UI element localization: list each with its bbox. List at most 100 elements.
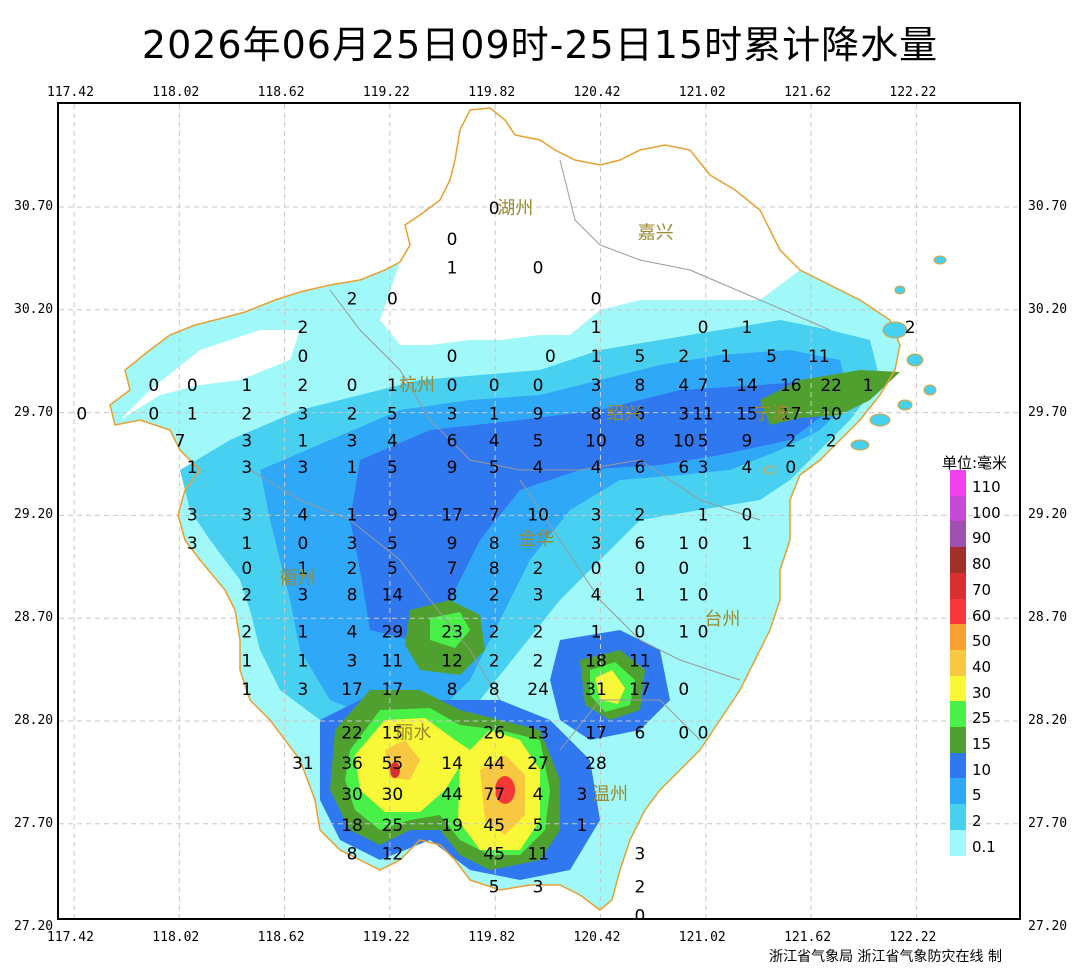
station-value: 3 <box>347 534 358 554</box>
station-value: 1 <box>347 458 358 478</box>
station-value: 4 <box>347 623 358 643</box>
lat-tick-left: 30.20 <box>14 301 54 317</box>
station-value: 23 <box>441 623 463 643</box>
station-value: 4 <box>591 458 602 478</box>
station-value: 8 <box>347 586 358 606</box>
precipitation-fields <box>110 108 900 910</box>
station-value: 1 <box>591 623 602 643</box>
station-value: 2 <box>489 623 500 643</box>
station-value: 5 <box>387 405 398 425</box>
station-value: 0 <box>742 505 753 525</box>
station-value: 4 <box>489 431 500 451</box>
station-value: 0 <box>148 405 159 425</box>
station-value: 4 <box>742 458 753 478</box>
legend-label: 60 <box>972 606 992 625</box>
legend-label: 2 <box>972 812 982 831</box>
station-value: 28 <box>585 754 607 774</box>
city-label: 金华 <box>518 529 554 550</box>
station-value: 2 <box>489 651 500 671</box>
legend-label: 110 <box>972 478 1001 496</box>
station-value: 1 <box>742 534 753 554</box>
station-value: 1 <box>720 347 731 367</box>
station-value: 17 <box>341 680 363 700</box>
station-value: 0 <box>533 376 544 396</box>
station-value: 77 <box>483 785 505 805</box>
station-value: 7 <box>489 505 500 525</box>
station-value: 0 <box>634 906 645 926</box>
lat-tick-left: 28.20 <box>14 713 54 728</box>
station-value: 8 <box>347 845 358 865</box>
lon-tick-top: 120.42 <box>573 85 621 100</box>
legend-swatch <box>950 675 966 702</box>
station-value: 26 <box>483 723 505 743</box>
station-value: 11 <box>692 405 714 425</box>
lat-tick-right: 30.70 <box>1028 199 1068 214</box>
legend-label: 90 <box>972 529 992 548</box>
lon-tick-bottom: 121.02 <box>678 930 726 945</box>
lon-tick-bottom: 119.22 <box>362 930 410 945</box>
station-value: 4 <box>297 505 308 525</box>
station-value: 5 <box>387 559 398 579</box>
station-value: 6 <box>634 458 645 478</box>
station-value: 2 <box>634 505 645 525</box>
station-value: 0 <box>634 559 645 579</box>
field-25mm-jinhua <box>430 612 470 648</box>
station-value: 22 <box>341 723 363 743</box>
city-border <box>329 289 761 521</box>
station-value: 1 <box>489 405 500 425</box>
station-value: 5 <box>489 458 500 478</box>
city-label: 台州 <box>704 609 740 630</box>
city-border <box>559 159 831 331</box>
island <box>906 353 924 367</box>
station-value: 16 <box>780 376 802 396</box>
station-value: 14 <box>736 376 758 396</box>
station-value: 0 <box>489 199 500 219</box>
station-value: 0 <box>533 259 544 279</box>
station-value: 30 <box>341 785 363 805</box>
station-value: 1 <box>447 259 458 279</box>
lon-tick-bottom: 122.22 <box>889 930 937 945</box>
city-border <box>519 479 741 681</box>
station-value: 8 <box>447 586 458 606</box>
lat-tick-left: 29.70 <box>14 404 54 420</box>
station-value: 6 <box>678 458 689 478</box>
station-value: 10 <box>585 431 607 451</box>
station-value: 0 <box>297 347 308 367</box>
station-value: 30 <box>382 785 404 805</box>
legend-swatch <box>950 727 966 753</box>
lat-tick-left: 27.20 <box>14 918 54 934</box>
station-value: 44 <box>483 754 505 774</box>
station-value: 2 <box>347 405 358 425</box>
station-value: 0 <box>76 405 87 425</box>
station-value: 1 <box>577 816 588 836</box>
station-value: 3 <box>533 586 544 606</box>
station-value: 9 <box>533 405 544 425</box>
lat-tick-left: 29.20 <box>14 507 54 523</box>
station-value: 3 <box>241 505 252 525</box>
station-value: 1 <box>187 405 198 425</box>
station-value: 5 <box>489 877 500 897</box>
legend-swatch <box>950 778 966 805</box>
legend-label: 25 <box>972 709 992 728</box>
station-value: 2 <box>347 559 358 579</box>
city-label: 衢州 <box>280 568 316 589</box>
lon-tick-bottom: 119.82 <box>468 930 516 945</box>
station-value: 12 <box>441 651 463 671</box>
station-value: 1 <box>742 318 753 338</box>
station-value: 31 <box>585 680 607 700</box>
lon-tick-top: 117.42 <box>47 85 94 100</box>
station-value: 3 <box>678 405 689 425</box>
station-value: 11 <box>527 845 549 865</box>
lon-tick-top: 122.22 <box>889 85 937 100</box>
station-value: 25 <box>382 816 404 836</box>
station-value: 3 <box>241 458 252 478</box>
province-boundary <box>109 107 947 911</box>
legend-label: 80 <box>972 555 992 574</box>
legend-label: 40 <box>972 657 992 676</box>
station-value: 15 <box>736 405 758 425</box>
station-value: 0 <box>698 318 709 338</box>
station-value: 3 <box>577 785 588 805</box>
lon-tick-bottom: 120.42 <box>573 930 621 945</box>
